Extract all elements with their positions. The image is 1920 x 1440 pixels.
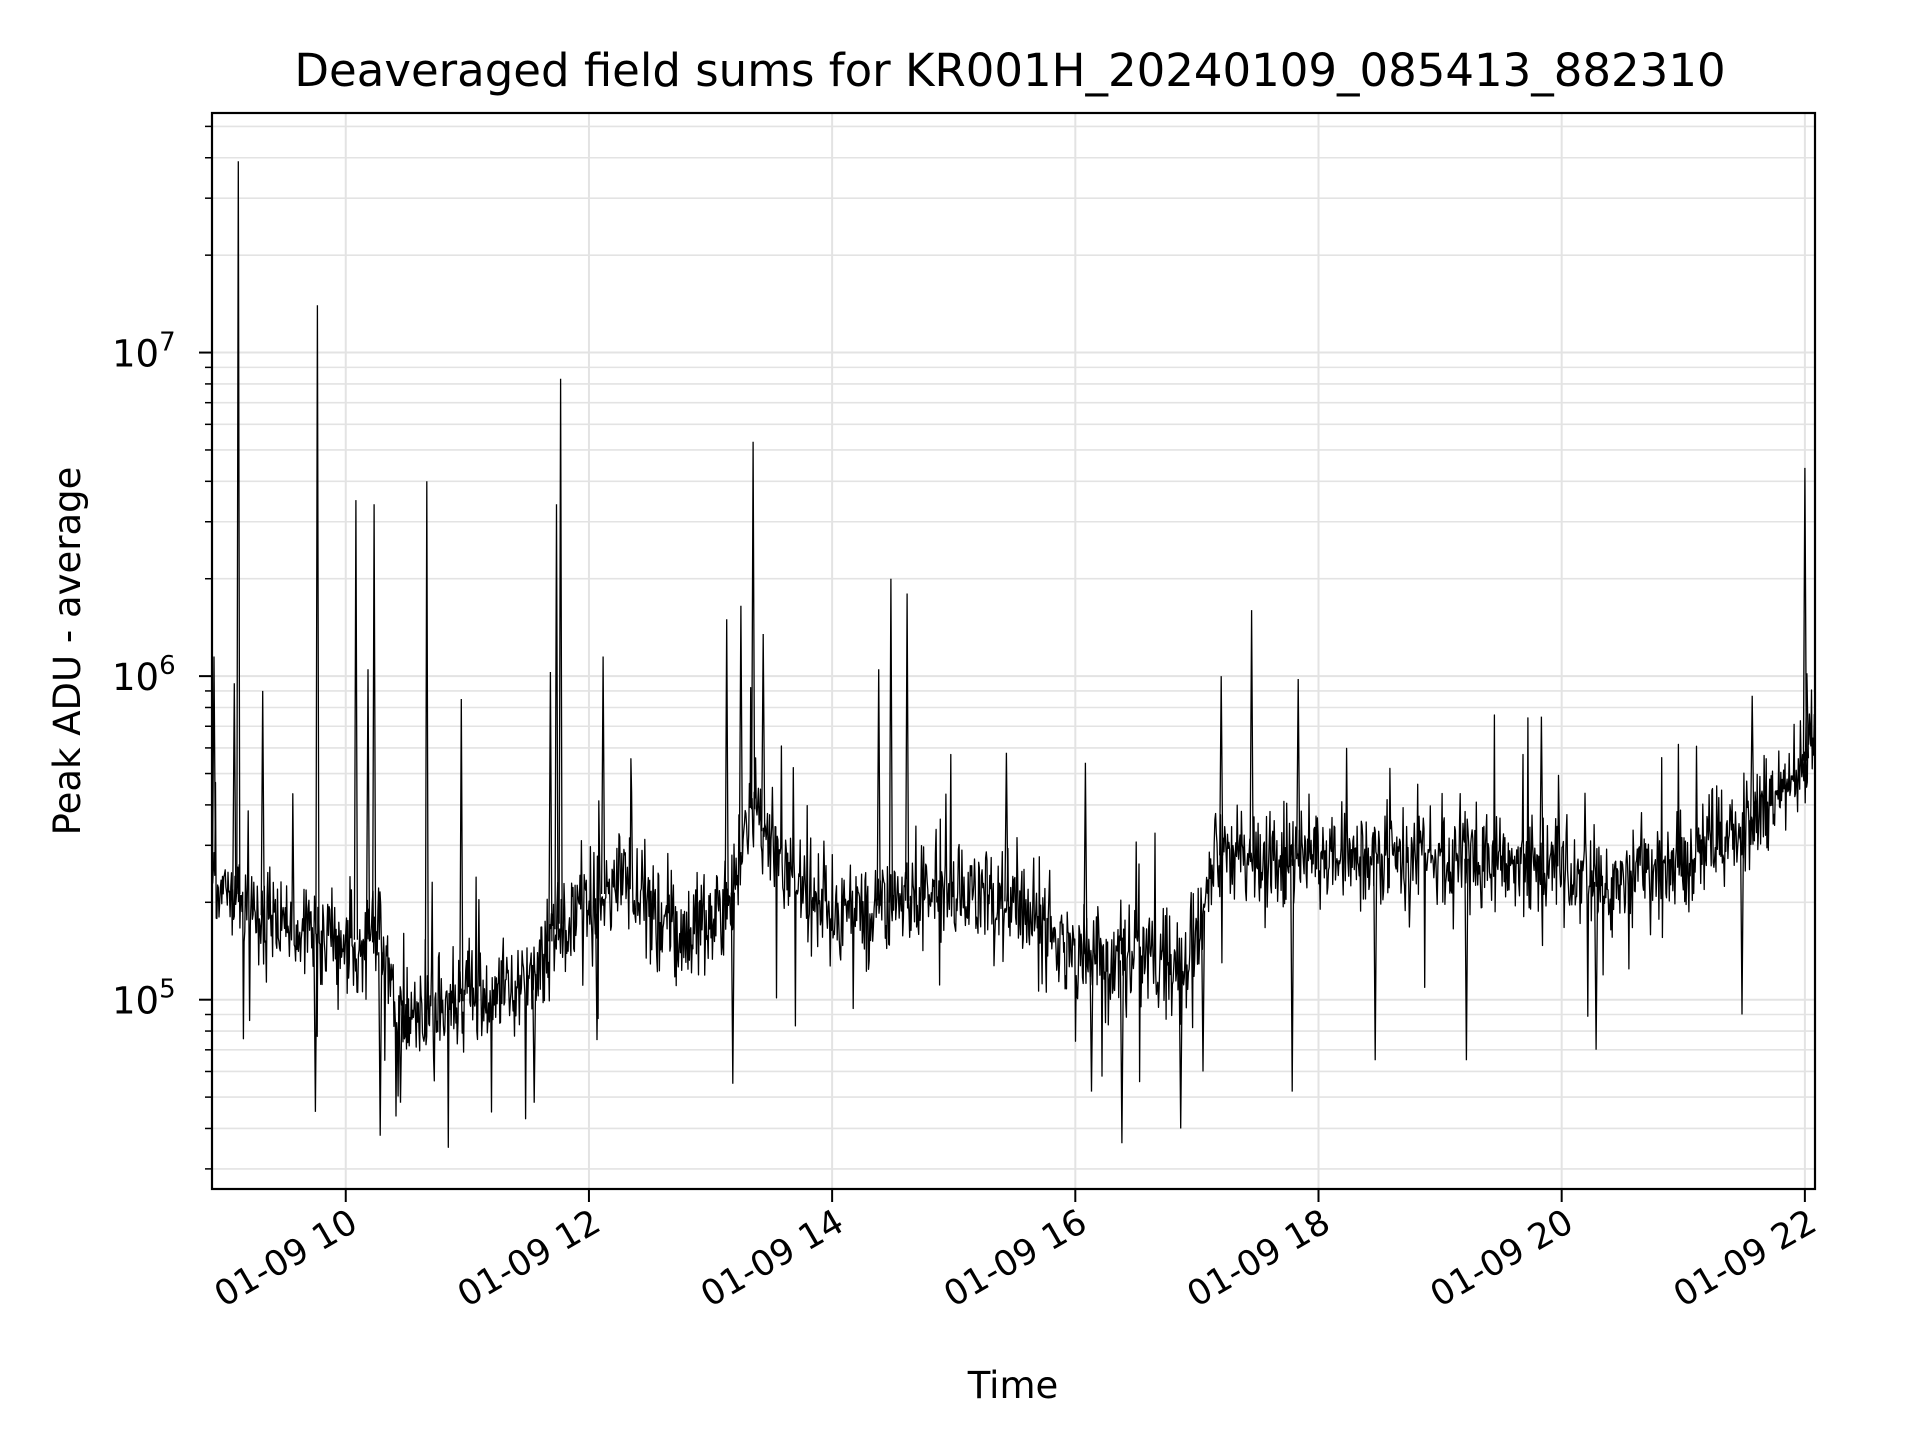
- series-dip: [1178, 972, 1183, 1129]
- series-spike: [365, 669, 371, 942]
- y-axis-label: Peak ADU - average: [46, 467, 89, 836]
- series-spike: [548, 671, 553, 942]
- series-spike: [236, 161, 241, 895]
- plot-frame: [210, 111, 1817, 1191]
- series-spike: [1802, 467, 1808, 761]
- series-dip: [730, 892, 735, 1084]
- series-spike: [1804, 673, 1810, 759]
- series-spike: [888, 578, 894, 903]
- y-tick-base: 10: [112, 656, 159, 699]
- series-spike: [1083, 762, 1088, 955]
- series-dip: [378, 952, 383, 1136]
- series-spike: [876, 669, 881, 906]
- series-dip: [1593, 881, 1599, 1050]
- series-spikes: [212, 161, 1810, 1144]
- y-tick-base: 10: [112, 980, 159, 1023]
- series-spike: [1004, 752, 1009, 902]
- series-dip: [1119, 960, 1125, 1144]
- series-spike: [232, 683, 237, 891]
- series-dip: [1373, 855, 1378, 1061]
- series-spike: [353, 500, 359, 940]
- series-spike: [1750, 695, 1755, 821]
- grid: [212, 113, 1815, 1189]
- series-spike: [1219, 676, 1224, 856]
- y-tick-label: 107: [112, 328, 176, 376]
- series-spike: [750, 441, 756, 810]
- series-spike: [1249, 610, 1254, 858]
- x-axis-label: Time: [967, 1364, 1059, 1407]
- chart-title: Deaveraged field sums for KR001H_2024010…: [294, 44, 1725, 97]
- series-spike: [424, 481, 429, 1010]
- series-dip: [594, 898, 600, 1041]
- series-dip: [1089, 955, 1094, 1092]
- y-tick-label: 105: [112, 975, 176, 1023]
- series-spike: [904, 593, 910, 901]
- series-spike: [761, 633, 766, 832]
- series-dip: [398, 1000, 403, 1103]
- series-dip: [313, 933, 318, 1112]
- series-dip: [1200, 910, 1206, 1072]
- series-spike: [371, 504, 377, 943]
- series-spike: [554, 504, 559, 930]
- series-line: [212, 686, 1815, 1148]
- series-spike: [315, 305, 320, 935]
- series-dip: [1464, 858, 1469, 1061]
- series-dip: [1290, 859, 1295, 1092]
- series-spike: [459, 698, 464, 1002]
- y-tick-base: 10: [112, 333, 159, 376]
- series-spike: [738, 605, 744, 854]
- series-dip: [1739, 826, 1745, 1015]
- series-spike: [600, 656, 606, 895]
- y-tick-exponent: 5: [159, 975, 176, 1005]
- series-spike: [1539, 716, 1544, 871]
- y-tick-exponent: 7: [159, 328, 176, 358]
- series-spike: [260, 690, 265, 916]
- y-tick-label: 106: [112, 651, 176, 699]
- series-spike: [724, 619, 729, 905]
- series-spike: [1296, 678, 1301, 860]
- y-tick-exponent: 6: [159, 651, 176, 681]
- series-dip: [532, 974, 537, 1103]
- series-spike: [558, 378, 563, 924]
